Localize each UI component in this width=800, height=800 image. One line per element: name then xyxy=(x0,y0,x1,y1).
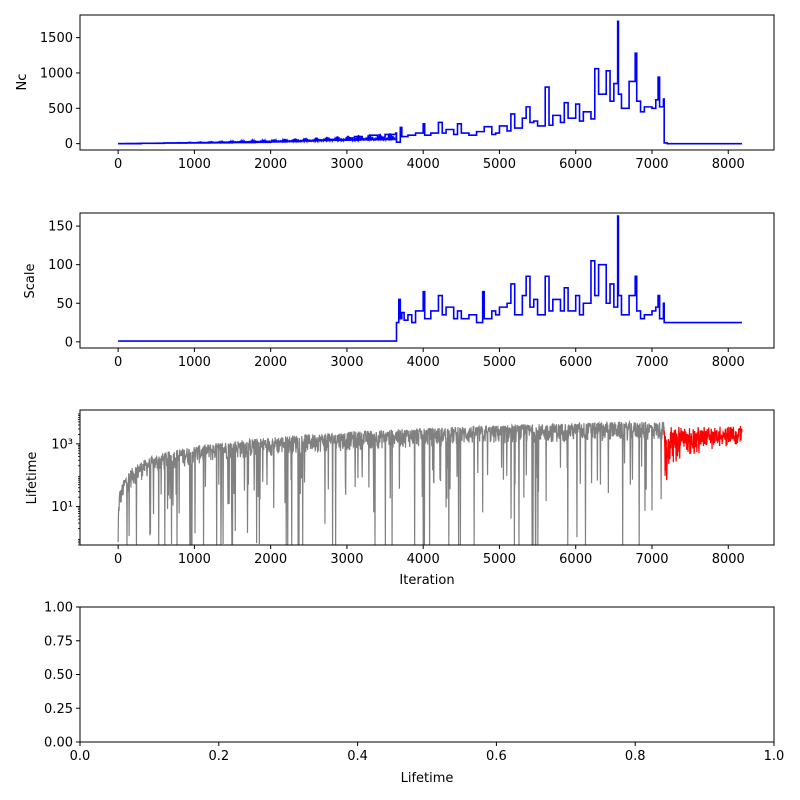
lifetime-y-axis-label: Lifetime xyxy=(25,452,40,505)
x-tick-label: 4000 xyxy=(407,552,440,567)
lifetime-x-axis-label: Iteration xyxy=(399,573,454,588)
empty-x-ticks: 0.0 0.2 0.4 0.6 0.8 1.0 xyxy=(70,742,785,764)
y-tick-label: 10¹ xyxy=(51,500,73,515)
x-tick-label: 1.0 xyxy=(764,749,785,764)
series-line-0 xyxy=(118,215,742,342)
x-tick-label: 7000 xyxy=(635,552,668,567)
x-tick-label: 2000 xyxy=(254,552,287,567)
scale-y-ticks: 0 50 100 150 xyxy=(48,220,80,350)
nc-y-axis-label: Nc xyxy=(15,74,30,91)
y-tick-label: 500 xyxy=(48,102,73,117)
x-tick-label: 3000 xyxy=(330,355,363,370)
x-tick-label: 4000 xyxy=(407,355,440,370)
y-tick-label: 1.00 xyxy=(44,601,73,616)
nc-y-ticks: 0 500 1000 1500 xyxy=(40,31,80,152)
empty-y-ticks: 0.00 0.25 0.50 0.75 1.00 xyxy=(44,601,80,751)
x-tick-label: 0.2 xyxy=(208,749,229,764)
x-tick-label: 8000 xyxy=(712,552,745,567)
x-tick-label: 2000 xyxy=(254,355,287,370)
x-tick-label: 1000 xyxy=(178,157,211,172)
x-tick-label: 2000 xyxy=(254,157,287,172)
x-tick-label: 7000 xyxy=(635,355,668,370)
scale-axes-frame xyxy=(79,212,775,349)
lifetime-axes-frame xyxy=(79,409,775,546)
x-tick-label: 0 xyxy=(114,355,122,370)
x-tick-label: 4000 xyxy=(407,157,440,172)
lifetime-y-ticks: 10¹ 10³ xyxy=(51,413,80,546)
nc-x-ticks: 0 1000 2000 3000 4000 5000 6000 7000 8000 xyxy=(114,150,745,172)
lifetime-plot-area xyxy=(117,419,743,546)
x-tick-label: 0 xyxy=(114,552,122,567)
x-tick-label: 5000 xyxy=(483,552,516,567)
x-tick-label: 8000 xyxy=(712,355,745,370)
x-tick-label: 5000 xyxy=(483,157,516,172)
y-tick-label: 0.25 xyxy=(44,702,73,717)
x-tick-label: 1000 xyxy=(178,552,211,567)
x-tick-label: 0.8 xyxy=(625,749,646,764)
x-tick-label: 8000 xyxy=(712,157,745,172)
x-tick-label: 3000 xyxy=(330,552,363,567)
x-tick-label: 1000 xyxy=(178,355,211,370)
nc-plot-area xyxy=(118,20,742,145)
nc-early-noise xyxy=(118,133,397,145)
y-tick-label: 0.75 xyxy=(44,634,73,649)
y-tick-label: 0 xyxy=(65,335,73,350)
scale-plot-area xyxy=(118,215,742,342)
x-tick-label: 0 xyxy=(114,157,122,172)
y-tick-label: 10³ xyxy=(51,437,73,452)
y-tick-label: 1000 xyxy=(40,66,73,81)
x-tick-label: 7000 xyxy=(635,157,668,172)
y-tick-label: 150 xyxy=(48,220,73,235)
y-tick-label: 0 xyxy=(65,137,73,152)
x-tick-label: 0.6 xyxy=(486,749,507,764)
x-tick-label: 0.4 xyxy=(347,749,368,764)
x-tick-label: 0.0 xyxy=(70,749,91,764)
x-tick-label: 3000 xyxy=(330,157,363,172)
series-line-0 xyxy=(118,20,742,145)
y-tick-label: 100 xyxy=(48,258,73,273)
y-tick-label: 0.50 xyxy=(44,668,73,683)
lifetime-grey-series xyxy=(117,419,665,546)
x-tick-label: 6000 xyxy=(559,355,592,370)
x-tick-label: 6000 xyxy=(559,157,592,172)
scale-x-ticks: 0 1000 2000 3000 4000 5000 6000 7000 8000 xyxy=(114,348,745,370)
y-tick-label: 50 xyxy=(56,297,73,312)
empty-x-axis-label: Lifetime xyxy=(401,771,454,786)
subplot-lifetime: 0 1000 2000 3000 4000 5000 6000 7000 8000 10¹ 10³… xyxy=(25,409,775,588)
lifetime-red-series xyxy=(663,425,743,481)
y-tick-label: 0.00 xyxy=(44,736,73,751)
nc-axes-frame xyxy=(79,14,775,151)
subplot-scale: 0 1000 2000 3000 4000 5000 6000 7000 8000 0 50 100… xyxy=(23,212,775,370)
x-tick-label: 5000 xyxy=(483,355,516,370)
y-tick-label: 1500 xyxy=(40,31,73,46)
scale-y-axis-label: Scale xyxy=(23,264,38,299)
lifetime-x-ticks: 0 1000 2000 3000 4000 5000 6000 7000 8000 xyxy=(114,545,745,567)
subplot-empty: 0.0 0.2 0.4 0.6 0.8 1.0 0.000.250.500.751.00 … xyxy=(44,601,784,787)
x-tick-label: 6000 xyxy=(559,552,592,567)
subplot-nc: 0 1000 2000 3000 4000 5000 6000 7000 8000 0 500 10… xyxy=(15,14,775,172)
